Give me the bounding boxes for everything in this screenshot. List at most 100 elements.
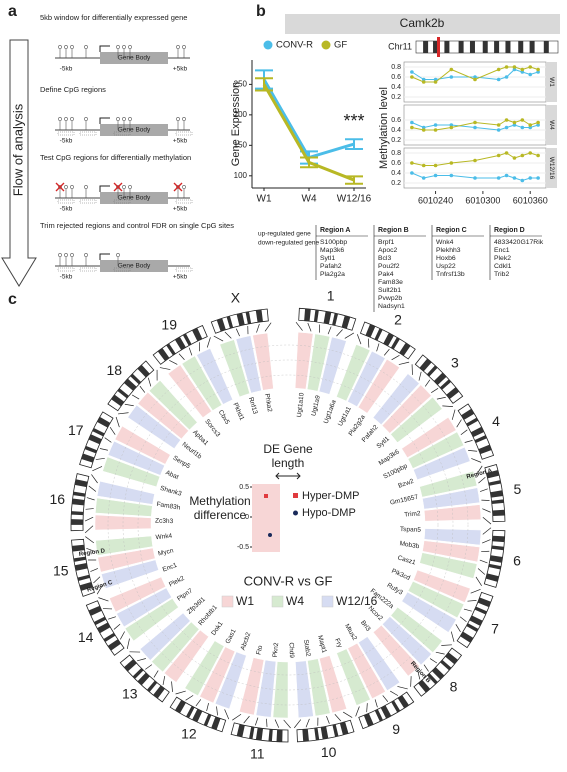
chromosome-band (73, 491, 86, 497)
circos-gene-label: Gm15657 (389, 494, 419, 507)
panel-strip (546, 105, 557, 145)
cpg-site (116, 253, 120, 257)
link-line (327, 326, 332, 335)
link-line (85, 536, 95, 544)
link-line (95, 457, 105, 460)
methylation-point (473, 77, 477, 82)
track-sector (199, 646, 236, 704)
chromosome-label: 11 (250, 746, 265, 762)
legend-hyper-dot (264, 494, 268, 498)
link-line (124, 403, 134, 407)
tss-arrow (99, 45, 110, 52)
methylation-point (512, 176, 517, 180)
methylation-point (520, 70, 525, 74)
link-line (482, 539, 491, 544)
methylation-point (528, 151, 533, 155)
link-line (431, 387, 439, 393)
cpg-site (122, 185, 126, 189)
chromosome-band (130, 373, 142, 385)
link-line (455, 624, 461, 633)
circos-gene-label: Mob3b (399, 540, 420, 550)
chromosome-band (107, 639, 121, 651)
y-tick-label: 250 (234, 79, 248, 88)
chromosome-band (380, 705, 392, 719)
cpg-site (176, 45, 180, 49)
track-sector (163, 629, 209, 683)
methylation-point (421, 163, 426, 168)
chromosome-band (211, 716, 221, 730)
track-sector (413, 569, 471, 603)
tss-arrow (99, 185, 110, 192)
x-tick-label: W12/16 (337, 194, 372, 205)
methylation-point (496, 128, 501, 132)
track-sector (196, 348, 234, 405)
methylation-point (504, 65, 509, 69)
methylation-point (473, 176, 477, 180)
methylation-point (410, 161, 414, 165)
link-line (91, 474, 98, 484)
methylation-point (473, 120, 477, 125)
link-line (479, 559, 488, 564)
circos-gene-label: Chd9 (288, 642, 295, 658)
ideogram-band (469, 41, 475, 53)
chromosome-band (339, 721, 349, 735)
chromosome-label: 1 (327, 288, 335, 304)
legend-tick-label: -0.5 (237, 544, 249, 551)
chromosome-band (320, 726, 329, 740)
gene-name: Fam83e (378, 279, 403, 286)
link-line (436, 396, 446, 400)
link-line (216, 706, 218, 716)
link-line (307, 322, 312, 332)
track-sector (422, 540, 481, 563)
circos-gene-label: Map3k6 (378, 448, 401, 467)
circos-gene-label: Neurl1b (181, 441, 204, 461)
circos-gene-label: Wnk4 (155, 533, 173, 542)
methylation-point (410, 75, 414, 79)
gene-name: Plek2 (494, 255, 511, 262)
methylation-point (410, 70, 414, 74)
track-sector (124, 598, 179, 642)
methylation-point (512, 67, 517, 72)
methylation-point (520, 178, 525, 183)
chromosome-label: 19 (161, 316, 177, 332)
x-tick-label: 6010360 (513, 195, 548, 205)
gene-body-label: Gene Body (118, 127, 151, 134)
circos-gene-label: Zc3h3 (155, 518, 174, 526)
chromosome-band (79, 582, 93, 591)
link-line (376, 343, 380, 352)
gene-name: Brpf1 (378, 239, 394, 246)
track-sector (347, 350, 386, 407)
y-tick-label: 0.2 (391, 137, 401, 144)
y-tick-label: 0.6 (391, 74, 401, 81)
chromosome-band (397, 695, 409, 709)
track-sector (413, 446, 471, 481)
plus-label: +5kb (173, 66, 188, 73)
link-line (224, 331, 232, 339)
step-label: Test CpG regions for differentially meth… (40, 153, 191, 162)
cpg-region (175, 199, 193, 204)
chromosome-label: 5 (513, 481, 521, 497)
link-line (109, 427, 116, 435)
link-line (417, 670, 421, 680)
chromosome-band (123, 378, 137, 391)
methylation-point (421, 125, 426, 130)
link-line (464, 440, 473, 443)
legend-gene-length: length (272, 456, 305, 470)
track-sector (407, 580, 465, 619)
methylation-point (473, 125, 477, 130)
chromosome-band (391, 700, 401, 713)
methylation-point (421, 77, 426, 82)
chromosome-label: 10 (321, 744, 337, 760)
track-sector (390, 396, 443, 443)
error-bar (345, 175, 363, 185)
chromosome-band (488, 480, 501, 486)
circos-gene-label: Fry (333, 637, 343, 649)
methylation-point (449, 161, 454, 165)
cpg-site (84, 185, 88, 189)
y-tick-label: 0.4 (391, 127, 401, 134)
gene-name: Map3k6 (320, 247, 344, 254)
track-sector (295, 660, 314, 718)
track-sector (390, 606, 443, 653)
methylation-point (410, 171, 414, 175)
panel-label: a (8, 3, 17, 20)
